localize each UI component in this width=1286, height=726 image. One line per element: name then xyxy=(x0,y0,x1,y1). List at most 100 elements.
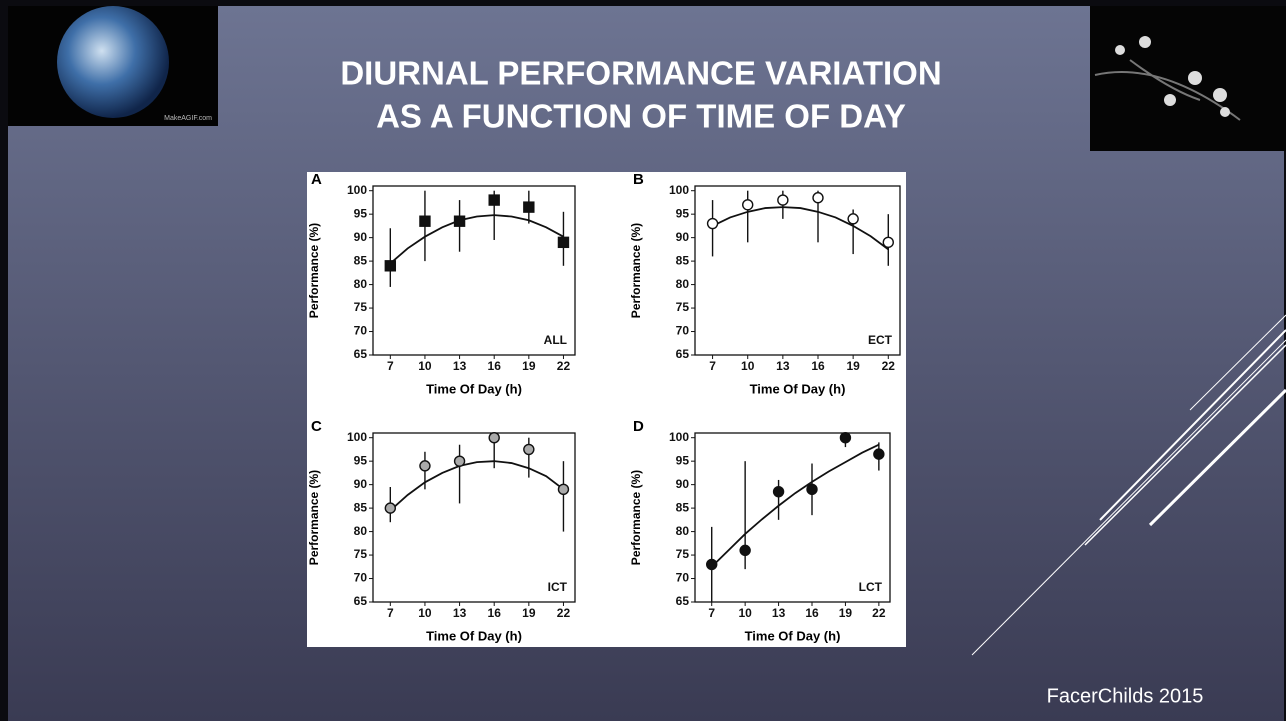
y-tick-label: 95 xyxy=(354,453,368,467)
y-tick-label: 85 xyxy=(354,500,368,514)
fit-curve xyxy=(712,206,889,251)
marker xyxy=(557,236,570,249)
marker xyxy=(453,215,466,227)
x-tick-label: 13 xyxy=(453,606,467,620)
y-axis-label: Performance (%) xyxy=(307,470,321,565)
y-tick-label: 65 xyxy=(676,594,690,608)
panel-tag: ICT xyxy=(548,580,568,594)
marker xyxy=(523,201,535,213)
panel-letter: A xyxy=(311,171,322,188)
marker xyxy=(847,213,859,225)
y-axis-label: Performance (%) xyxy=(629,470,643,565)
flower-image xyxy=(1090,6,1286,151)
x-tick-label: 19 xyxy=(522,606,536,620)
x-tick-label: 7 xyxy=(708,606,715,620)
fit-curve xyxy=(389,460,565,512)
y-tick-label: 75 xyxy=(354,547,368,561)
y-tick-label: 85 xyxy=(354,253,368,267)
x-tick-label: 10 xyxy=(738,606,752,620)
plot-frame xyxy=(372,185,576,356)
x-tick-label: 16 xyxy=(488,606,502,620)
marker xyxy=(488,194,500,206)
y-tick-label: 95 xyxy=(676,453,690,467)
x-tick-label: 13 xyxy=(453,359,467,373)
y-tick-label: 80 xyxy=(354,277,368,291)
y-tick-label: 95 xyxy=(676,206,690,220)
x-axis-label: Time Of Day (h) xyxy=(750,381,846,396)
marker xyxy=(488,431,500,444)
slide-title-line: DIURNAL PERFORMANCE VARIATION xyxy=(340,55,941,92)
panel-letter: C xyxy=(311,418,322,435)
x-tick-label: 10 xyxy=(741,359,755,373)
y-tick-label: 100 xyxy=(669,430,689,444)
marker xyxy=(384,260,397,272)
panel-letter: B xyxy=(633,171,644,188)
y-tick-label: 100 xyxy=(347,430,367,444)
y-tick-label: 75 xyxy=(676,547,690,561)
y-tick-label: 70 xyxy=(676,324,690,338)
panel-tag: LCT xyxy=(859,580,883,594)
marker xyxy=(806,483,818,496)
y-tick-label: 90 xyxy=(676,477,690,491)
y-tick-label: 90 xyxy=(676,230,690,244)
y-tick-label: 70 xyxy=(354,324,368,338)
flower-branch xyxy=(1094,59,1241,121)
fit-curve xyxy=(389,214,564,265)
y-tick-label: 75 xyxy=(676,300,690,314)
marker xyxy=(706,217,719,230)
marker xyxy=(706,558,718,571)
plot-frame xyxy=(694,432,891,603)
marker xyxy=(742,199,754,211)
x-tick-label: 10 xyxy=(418,359,432,373)
x-tick-label: 13 xyxy=(776,359,790,373)
marker xyxy=(777,194,789,206)
x-tick-label: 7 xyxy=(709,359,716,373)
x-tick-label: 16 xyxy=(488,359,502,373)
y-tick-label: 80 xyxy=(676,524,690,538)
marker xyxy=(419,460,431,472)
marker xyxy=(739,544,751,557)
marker xyxy=(882,236,894,249)
y-tick-label: 65 xyxy=(676,347,690,361)
panel-tag: ALL xyxy=(544,333,567,347)
y-tick-label: 85 xyxy=(676,253,690,267)
y-tick-label: 95 xyxy=(354,206,368,220)
x-tick-label: 22 xyxy=(557,606,571,620)
x-tick-label: 10 xyxy=(418,606,432,620)
y-tick-label: 65 xyxy=(354,594,368,608)
x-tick-label: 7 xyxy=(387,359,394,373)
x-axis-label: Time Of Day (h) xyxy=(745,628,841,643)
x-tick-label: 22 xyxy=(872,606,886,620)
y-tick-label: 70 xyxy=(676,571,690,585)
x-tick-label: 22 xyxy=(882,359,896,373)
x-axis-label: Time Of Day (h) xyxy=(426,381,522,396)
y-tick-label: 80 xyxy=(676,277,690,291)
y-tick-label: 80 xyxy=(354,524,368,538)
y-tick-label: 85 xyxy=(676,500,690,514)
x-tick-label: 7 xyxy=(387,606,394,620)
y-tick-label: 100 xyxy=(347,183,367,197)
footer: FacerChilds 2015 xyxy=(1047,685,1204,707)
fit-curve xyxy=(711,443,880,568)
y-tick-label: 90 xyxy=(354,477,368,491)
panel-letter: D xyxy=(633,418,644,435)
x-tick-label: 16 xyxy=(805,606,819,620)
plot-frame xyxy=(694,185,901,356)
x-tick-label: 19 xyxy=(522,359,536,373)
marker xyxy=(557,483,570,496)
y-axis-label: Performance (%) xyxy=(629,223,643,318)
marker xyxy=(772,485,785,498)
x-tick-label: 19 xyxy=(839,606,853,620)
flower-blossoms xyxy=(1115,36,1230,117)
plot-frame xyxy=(372,432,576,603)
marker xyxy=(523,443,535,456)
marker xyxy=(419,215,431,227)
y-tick-label: 65 xyxy=(354,347,368,361)
x-tick-label: 13 xyxy=(772,606,786,620)
slide-title-line: AS A FUNCTION OF TIME OF DAY xyxy=(376,98,906,135)
marker xyxy=(873,448,885,460)
y-tick-label: 70 xyxy=(354,571,368,585)
x-tick-label: 16 xyxy=(811,359,825,373)
earth-globe xyxy=(57,6,169,118)
